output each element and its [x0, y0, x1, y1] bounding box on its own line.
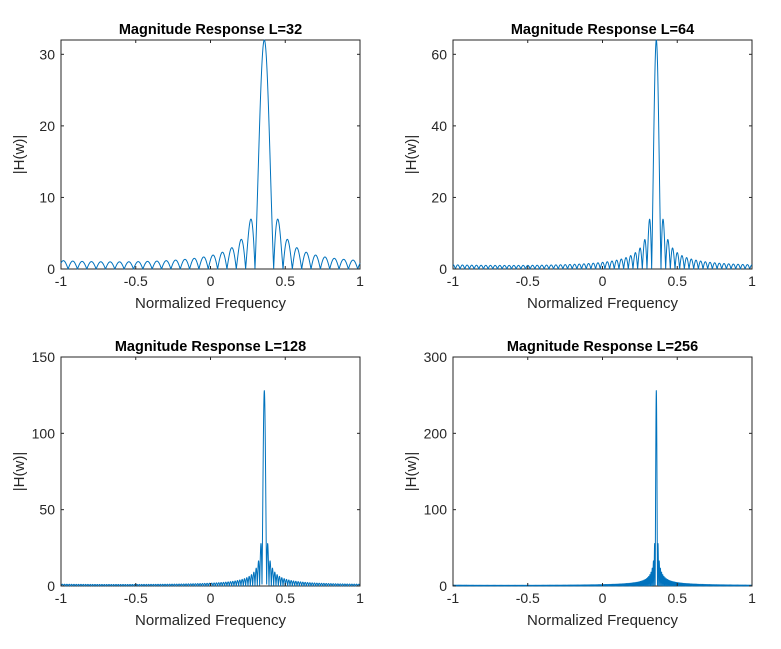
axes-box [452, 39, 753, 270]
x-tick-label: 0.5 [276, 590, 296, 606]
y-tick-label: 40 [431, 118, 447, 134]
axes-box [60, 356, 361, 587]
x-tick-label: 1 [356, 273, 364, 289]
y-tick-label: 300 [424, 349, 448, 365]
y-tick-label: 200 [424, 425, 448, 441]
chart-title: Magnitude Response L=64 [511, 22, 694, 38]
subplot-4: -1 -0.5 0 0.5 1 0 100 200 300 Magnitude Response … [403, 339, 756, 629]
y-tick-label: 30 [39, 46, 55, 62]
axes-box [60, 39, 361, 270]
chart-title: Magnitude Response L=32 [119, 22, 302, 38]
y-axis-label: |H(w)| [403, 135, 420, 174]
y-axis-label: |H(w)| [403, 452, 420, 491]
x-tick-label: 0 [207, 590, 215, 606]
x-tick-label: -1 [55, 273, 68, 289]
y-tick-label: 20 [431, 189, 447, 205]
magnitude-response-line [452, 39, 753, 270]
x-tick-label: -1 [447, 273, 460, 289]
chart-title: Magnitude Response L=128 [115, 339, 306, 355]
x-axis-label: Normalized Frequency [527, 612, 678, 629]
y-tick-label: 100 [32, 425, 56, 441]
magnitude-response-line [60, 39, 361, 270]
x-axis-label: Normalized Frequency [135, 612, 286, 629]
y-axis-label: |H(w)| [11, 135, 28, 174]
subplot-3: -1 -0.5 0 0.5 1 0 50 100 150 Magnitude Response L… [11, 339, 364, 629]
chart-title: Magnitude Response L=256 [507, 339, 698, 355]
y-tick-label: 10 [39, 189, 55, 205]
x-tick-label: 0 [207, 273, 215, 289]
x-tick-label: -1 [447, 590, 460, 606]
y-tick-label: 50 [39, 502, 55, 518]
subplot-2: -1 -0.5 0 0.5 1 0 20 40 60 Magnitude Response L=6… [403, 22, 756, 312]
x-tick-label: 1 [748, 590, 756, 606]
x-tick-label: 0.5 [276, 273, 296, 289]
y-tick-label: 20 [39, 118, 55, 134]
x-tick-label: -0.5 [124, 273, 148, 289]
x-tick-label: -1 [55, 590, 68, 606]
x-axis-label: Normalized Frequency [135, 295, 286, 312]
y-tick-label: 0 [439, 578, 447, 594]
x-tick-label: 0 [599, 273, 607, 289]
x-tick-label: 1 [748, 273, 756, 289]
x-axis-label: Normalized Frequency [527, 295, 678, 312]
x-tick-label: -0.5 [516, 273, 540, 289]
axes-box [452, 356, 753, 587]
y-tick-label: 150 [32, 349, 56, 365]
x-tick-label: 1 [356, 590, 364, 606]
y-tick-label: 60 [431, 46, 447, 62]
y-axis-label: |H(w)| [11, 452, 28, 491]
y-tick-label: 0 [47, 261, 55, 277]
y-tick-label: 100 [424, 502, 448, 518]
x-tick-label: -0.5 [516, 590, 540, 606]
x-tick-label: -0.5 [124, 590, 148, 606]
x-tick-label: 0 [599, 590, 607, 606]
y-tick-label: 0 [47, 578, 55, 594]
x-tick-label: 0.5 [668, 590, 688, 606]
x-tick-label: 0.5 [668, 273, 688, 289]
y-tick-label: 0 [439, 261, 447, 277]
